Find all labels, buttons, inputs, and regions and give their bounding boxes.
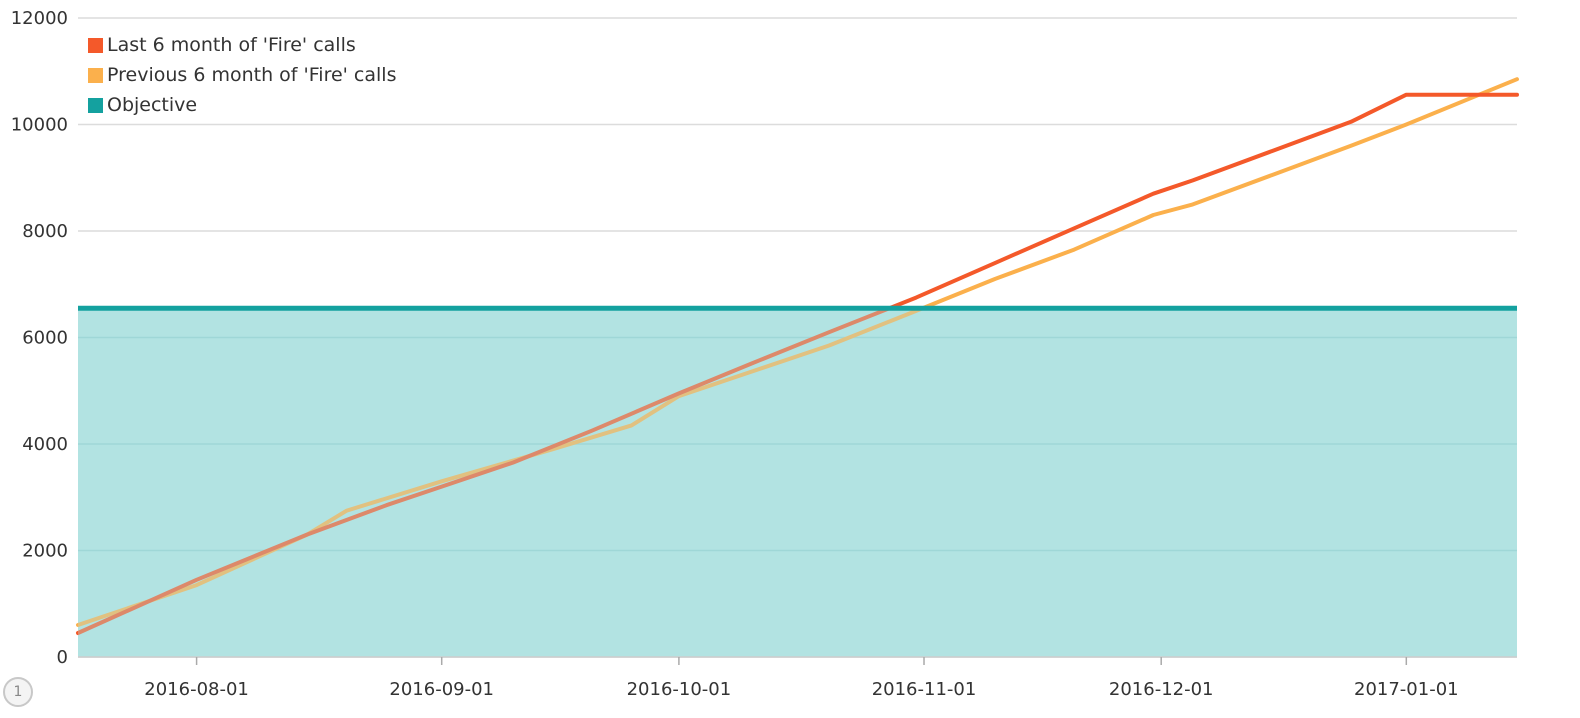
legend-label: Objective — [107, 94, 198, 116]
legend-label: Last 6 month of 'Fire' calls — [107, 34, 356, 56]
x-tick-label: 2016-10-01 — [627, 679, 732, 700]
legend-label: Previous 6 month of 'Fire' calls — [107, 64, 397, 86]
y-axis: 0 2000 4000 6000 8000 10000 12000 — [11, 8, 68, 668]
legend-swatch — [88, 67, 103, 83]
series-line[interactable] — [76, 77, 1519, 627]
page-indicator-badge[interactable]: 1 — [3, 677, 33, 707]
legend: Last 6 month of 'Fire' calls Previous 6 … — [88, 30, 396, 120]
objective-area-fill — [78, 308, 1517, 657]
objective-area — [78, 308, 1517, 657]
series-line[interactable] — [76, 92, 1519, 635]
x-tick-label: 2016-09-01 — [389, 679, 494, 700]
legend-item-last-6-month[interactable]: Last 6 month of 'Fire' calls — [88, 30, 396, 60]
y-tick-label: 4000 — [22, 434, 68, 455]
legend-swatch — [88, 37, 103, 53]
x-tick-label: 2016-12-01 — [1109, 679, 1214, 700]
x-tick-label: 2017-01-01 — [1354, 679, 1459, 700]
legend-item-previous-6-month[interactable]: Previous 6 month of 'Fire' calls — [88, 60, 396, 90]
x-axis: 2016-08-01 2016-09-01 2016-10-01 2016-11-01… — [144, 657, 1459, 700]
legend-item-objective[interactable]: Objective — [88, 90, 396, 120]
series-lines — [76, 77, 1519, 658]
y-tick-label: 10000 — [11, 115, 68, 136]
y-tick-label: 6000 — [22, 328, 68, 349]
y-tick-label: 2000 — [22, 541, 68, 562]
y-tick-label: 12000 — [11, 8, 68, 29]
y-tick-label: 8000 — [22, 221, 68, 242]
x-tick-label: 2016-11-01 — [872, 679, 977, 700]
legend-swatch — [88, 97, 103, 113]
y-tick-label: 0 — [57, 647, 68, 668]
objective-area-overlay — [78, 308, 1517, 657]
x-tick-label: 2016-08-01 — [144, 679, 249, 700]
